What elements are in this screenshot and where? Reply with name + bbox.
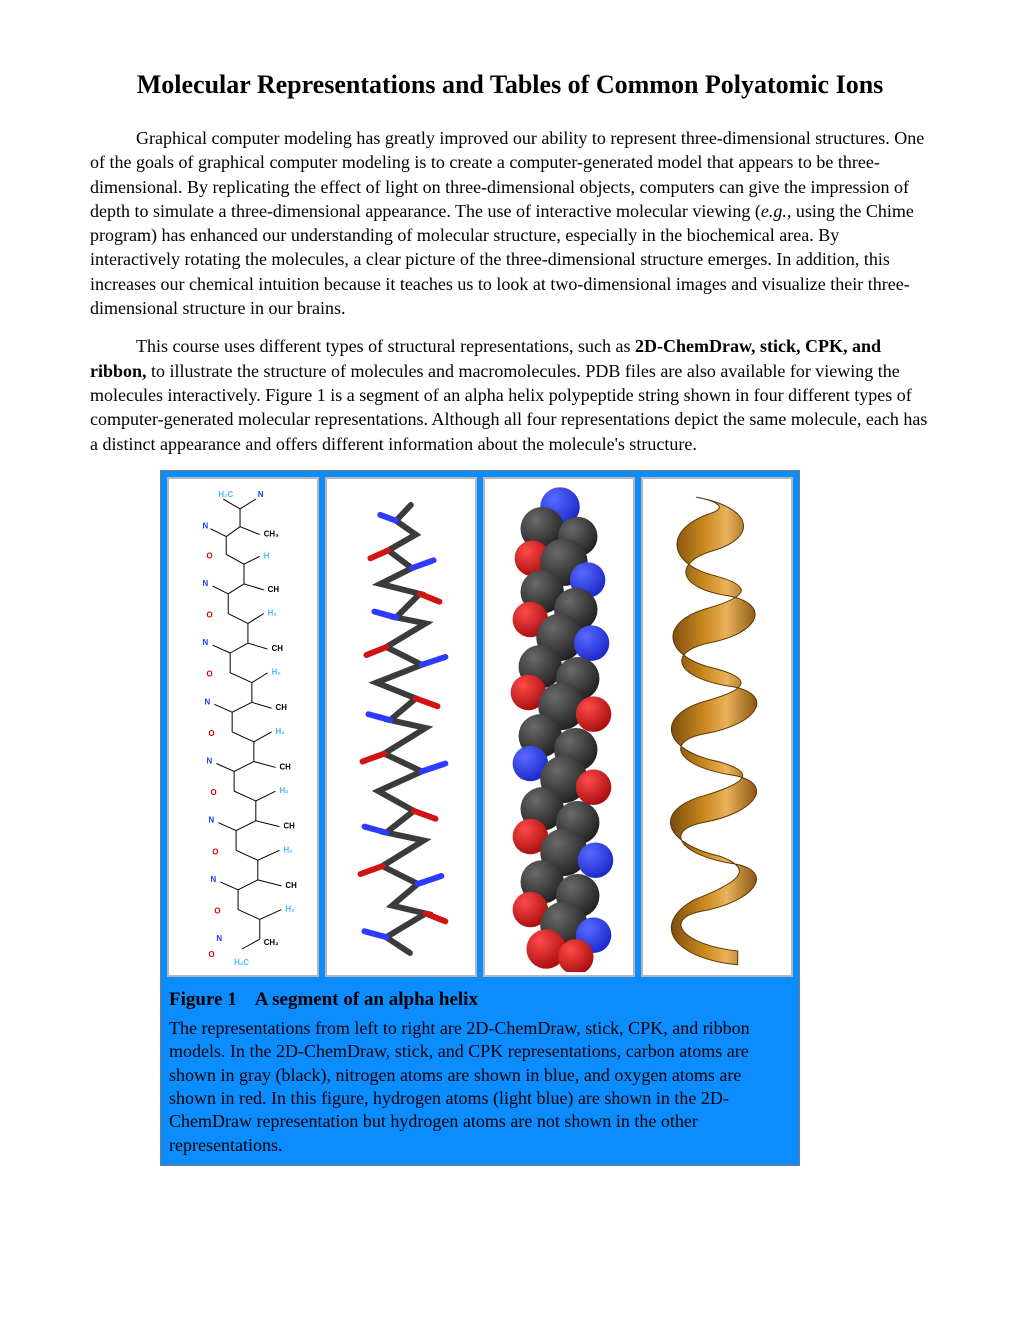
svg-text:H₂: H₂ bbox=[285, 904, 295, 913]
svg-text:H₂C: H₂C bbox=[218, 490, 233, 499]
para-2-lead: This course uses different types of stru… bbox=[136, 336, 635, 356]
svg-text:N: N bbox=[210, 875, 216, 884]
svg-text:O: O bbox=[208, 729, 214, 738]
page-title: Molecular Representations and Tables of … bbox=[90, 70, 930, 100]
svg-text:CH: CH bbox=[283, 821, 295, 830]
svg-text:N: N bbox=[203, 579, 209, 588]
svg-text:O: O bbox=[208, 950, 214, 959]
para-1: Graphical computer modeling has greatly … bbox=[90, 126, 930, 320]
svg-text:O: O bbox=[206, 610, 212, 619]
svg-text:CH₂: CH₂ bbox=[264, 938, 279, 947]
svg-text:CH₃: CH₃ bbox=[264, 529, 279, 538]
svg-text:N: N bbox=[205, 697, 211, 706]
figure-1-title: Figure 1 A segment of an alpha helix bbox=[169, 989, 791, 1011]
figure-title-text: A segment of an alpha helix bbox=[255, 989, 478, 1010]
svg-text:N: N bbox=[208, 816, 214, 825]
para-2: This course uses different types of stru… bbox=[90, 334, 930, 455]
svg-text:CH: CH bbox=[280, 762, 292, 771]
ribbon-svg bbox=[643, 482, 791, 972]
svg-text:N: N bbox=[258, 490, 264, 499]
svg-text:O: O bbox=[212, 847, 218, 856]
chemdraw-svg: H₂C N N CH₃ O H N CH O H₂ N CH O H₂ N CH O H₂ N CH… bbox=[169, 482, 317, 972]
figure-1-container: H₂C N N CH₃ O H N CH O H₂ N CH O H₂ N CH O H₂ N CH… bbox=[160, 470, 800, 1166]
svg-text:H₂: H₂ bbox=[276, 727, 286, 736]
svg-text:N: N bbox=[206, 756, 212, 765]
svg-text:O: O bbox=[210, 788, 216, 797]
figure-label: Figure 1 bbox=[169, 989, 237, 1010]
svg-text:H₂C: H₂C bbox=[234, 958, 249, 967]
svg-text:CH: CH bbox=[285, 881, 297, 890]
para-2-tail: to illustrate the structure of molecules… bbox=[90, 361, 927, 454]
svg-text:N: N bbox=[216, 934, 222, 943]
svg-text:H: H bbox=[264, 551, 270, 560]
panel-ribbon bbox=[641, 477, 793, 977]
svg-text:O: O bbox=[206, 551, 212, 560]
svg-text:CH: CH bbox=[276, 703, 288, 712]
panel-stick bbox=[325, 477, 477, 977]
panel-chemdraw: H₂C N N CH₃ O H N CH O H₂ N CH O H₂ N CH O H₂ N CH… bbox=[167, 477, 319, 977]
svg-text:H₂: H₂ bbox=[283, 845, 293, 854]
figure-caption-text: The representations from left to right a… bbox=[169, 1017, 791, 1157]
svg-text:H₂: H₂ bbox=[280, 786, 290, 795]
svg-text:O: O bbox=[214, 906, 220, 915]
figure-gap bbox=[237, 989, 255, 1010]
svg-text:H₂: H₂ bbox=[268, 608, 278, 617]
stick-svg bbox=[327, 482, 475, 972]
svg-text:CH: CH bbox=[272, 644, 284, 653]
figure-1-caption: Figure 1 A segment of an alpha helix The… bbox=[161, 983, 799, 1165]
document-page: Molecular Representations and Tables of … bbox=[0, 0, 1020, 1320]
svg-text:N: N bbox=[203, 522, 209, 531]
svg-text:N: N bbox=[203, 638, 209, 647]
svg-text:CH: CH bbox=[268, 585, 280, 594]
panel-cpk bbox=[483, 477, 635, 977]
cpk-svg bbox=[485, 482, 633, 972]
svg-text:O: O bbox=[206, 670, 212, 679]
para-1-eg: e.g., bbox=[761, 201, 796, 221]
figure-1-image-row: H₂C N N CH₃ O H N CH O H₂ N CH O H₂ N CH O H₂ N CH… bbox=[161, 471, 799, 983]
svg-text:H₂: H₂ bbox=[272, 668, 282, 677]
